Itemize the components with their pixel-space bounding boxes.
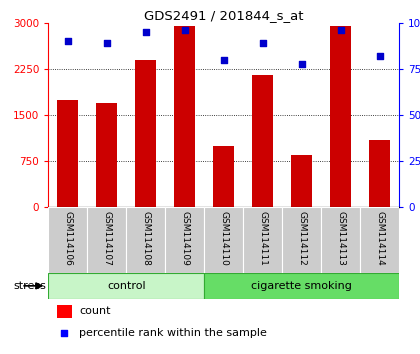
Bar xyxy=(165,207,204,273)
Text: control: control xyxy=(107,281,146,291)
Text: GSM114109: GSM114109 xyxy=(180,211,189,266)
Point xyxy=(103,40,110,46)
Point xyxy=(142,29,149,35)
Point xyxy=(259,40,266,46)
Text: GSM114112: GSM114112 xyxy=(297,211,306,266)
Bar xyxy=(243,207,282,273)
Bar xyxy=(87,207,126,273)
Text: stress: stress xyxy=(13,281,46,291)
Text: GSM114106: GSM114106 xyxy=(63,211,72,266)
Bar xyxy=(252,75,273,207)
Bar xyxy=(96,103,118,207)
Title: GDS2491 / 201844_s_at: GDS2491 / 201844_s_at xyxy=(144,9,303,22)
Bar xyxy=(321,207,360,273)
Point xyxy=(181,28,188,33)
Text: cigarette smoking: cigarette smoking xyxy=(251,281,352,291)
Bar xyxy=(360,207,399,273)
Point xyxy=(64,39,71,44)
Bar xyxy=(135,60,156,207)
Bar xyxy=(57,100,79,207)
Bar xyxy=(204,273,399,299)
Point xyxy=(337,28,344,33)
Bar xyxy=(291,155,312,207)
Text: GSM114111: GSM114111 xyxy=(258,211,267,266)
Bar xyxy=(204,207,243,273)
Text: GSM114114: GSM114114 xyxy=(375,211,384,266)
Bar xyxy=(369,139,390,207)
Point xyxy=(298,61,305,66)
Bar xyxy=(330,26,351,207)
Point xyxy=(376,53,383,59)
Bar xyxy=(48,273,204,299)
Bar xyxy=(174,26,195,207)
Point xyxy=(220,57,227,63)
Bar xyxy=(126,207,165,273)
Text: GSM114113: GSM114113 xyxy=(336,211,345,266)
Text: GSM114107: GSM114107 xyxy=(102,211,111,266)
Text: GSM114110: GSM114110 xyxy=(219,211,228,266)
Point xyxy=(61,330,68,336)
Text: GSM114108: GSM114108 xyxy=(141,211,150,266)
Bar xyxy=(213,146,234,207)
Text: count: count xyxy=(79,307,110,316)
Bar xyxy=(48,207,87,273)
Bar xyxy=(57,305,72,318)
Bar xyxy=(282,207,321,273)
Text: percentile rank within the sample: percentile rank within the sample xyxy=(79,328,267,338)
